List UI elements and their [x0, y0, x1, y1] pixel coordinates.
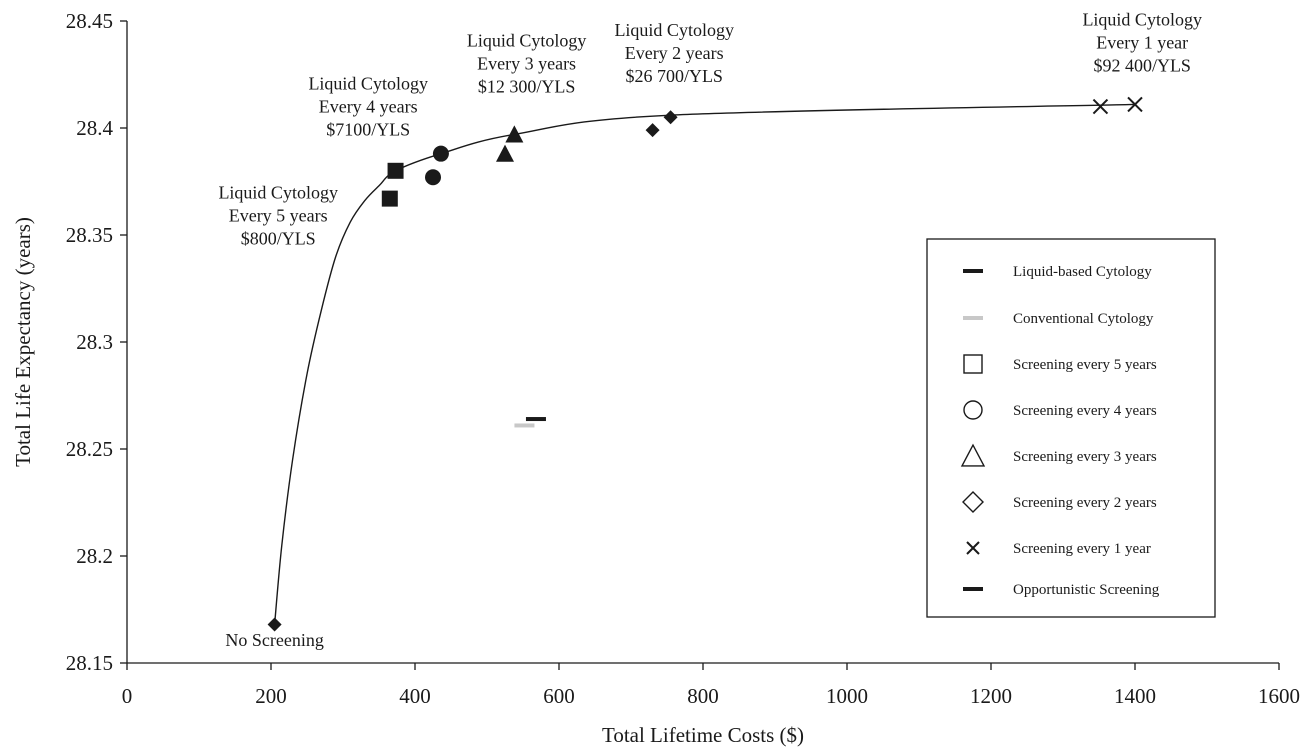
annotation-line: Every 4 years: [319, 96, 418, 116]
data-point-dash: [514, 423, 535, 428]
annotation-line: No Screening: [225, 630, 323, 650]
x-tick-label: 600: [543, 684, 575, 708]
annotation-line: $7100/YLS: [326, 119, 410, 139]
y-tick-label: 28.3: [76, 330, 113, 354]
annotation-line: $800/YLS: [241, 229, 316, 249]
x-tick-label: 1600: [1258, 684, 1300, 708]
y-axis-title: Total Life Expectancy (years): [11, 217, 35, 467]
data-points: [267, 96, 1143, 632]
y-tick-label: 28.25: [66, 437, 113, 461]
legend-label: Screening every 3 years: [1013, 449, 1157, 465]
annotation-line: Liquid Cytology: [467, 31, 587, 51]
legend-label: Screening every 1 year: [1013, 541, 1151, 557]
x-tick-label: 1400: [1114, 684, 1156, 708]
annotations: No Screening Liquid Cytology Every 5 years…: [218, 9, 1202, 650]
data-point-triangle: [505, 125, 524, 143]
annotation-line: Liquid Cytology: [218, 183, 338, 203]
frontier-curve: [273, 103, 1136, 625]
legend-label: Conventional Cytology: [1013, 311, 1154, 327]
annotation-label: Liquid Cytology Every 1 year $92 400/YLS: [1082, 9, 1202, 75]
annotation-line: $92 400/YLS: [1093, 55, 1191, 75]
x-stroke: [966, 541, 980, 555]
x-tick-label: 0: [122, 684, 133, 708]
legend-marker: [966, 541, 980, 555]
annotation-line: Liquid Cytology: [1082, 9, 1202, 29]
annotation-line: Liquid Cytology: [614, 20, 734, 40]
data-point-dash: [525, 417, 546, 422]
legend-label: Opportunistic Screening: [1013, 582, 1160, 598]
legend-label: Screening every 5 years: [1013, 357, 1157, 373]
annotation-label: No Screening: [225, 630, 323, 650]
legend-label: Screening every 4 years: [1013, 403, 1157, 419]
data-point-circle: [432, 145, 449, 162]
x-stroke: [1127, 96, 1143, 113]
y-tick-label: 28.45: [66, 9, 113, 33]
frontier-curve-group: [273, 103, 1136, 625]
annotation-label: Liquid Cytology Every 4 years $7100/YLS: [308, 73, 428, 139]
data-point-diamond: [645, 123, 660, 138]
x-axis-title: Total Lifetime Costs ($): [602, 723, 804, 747]
data-point-circle: [425, 169, 441, 186]
annotation-label: Liquid Cytology Every 3 years $12 300/YLS: [467, 31, 587, 97]
annotation-line: Every 1 year: [1096, 32, 1188, 52]
legend-label: Screening every 2 years: [1013, 495, 1157, 511]
x-tick-label: 400: [399, 684, 431, 708]
annotation-line: Every 5 years: [229, 206, 328, 226]
legend-label: Liquid-based Cytology: [1013, 264, 1152, 280]
annotation-line: Every 3 years: [477, 54, 576, 74]
y-tick-label: 28.35: [66, 223, 113, 247]
data-point-x: [1092, 98, 1109, 115]
y-tick-label: 28.4: [76, 116, 113, 140]
legend-marker: [963, 354, 983, 374]
x-tick-label: 800: [687, 684, 719, 708]
legend-marker: [963, 269, 983, 273]
y-tick-label: 28.15: [66, 651, 113, 675]
legend: Liquid-based Cytology Conventional Cytolo…: [926, 238, 1216, 618]
legend-marker: [963, 316, 983, 320]
x-tick-label: 1000: [826, 684, 868, 708]
annotation-line: Every 2 years: [625, 43, 724, 63]
data-point-x: [1127, 96, 1143, 113]
data-point-diamond: [663, 110, 678, 125]
x-stroke: [1092, 98, 1109, 115]
x-tick-label: 1200: [970, 684, 1012, 708]
annotation-label: Liquid Cytology Every 2 years $26 700/YLS: [614, 20, 734, 86]
annotation-label: Liquid Cytology Every 5 years $800/YLS: [218, 183, 338, 249]
data-point-diamond: [267, 617, 282, 632]
legend-marker: [963, 400, 983, 420]
annotation-line: $12 300/YLS: [478, 77, 576, 97]
legend-marker: [963, 587, 983, 591]
data-point-square: [387, 162, 404, 179]
y-tick-label: 28.2: [76, 544, 113, 568]
axes: 0 200 400 600 800 1000 1200 1400 1600 28.15 28.2 28…: [66, 9, 1300, 708]
legend-box: [926, 238, 1216, 618]
x-tick-label: 200: [255, 684, 287, 708]
legend-marker: [962, 491, 984, 513]
data-point-triangle: [496, 144, 514, 162]
annotation-line: $26 700/YLS: [625, 66, 723, 86]
legend-marker: [960, 443, 986, 467]
data-point-square: [381, 190, 398, 207]
annotation-line: Liquid Cytology: [308, 73, 428, 93]
